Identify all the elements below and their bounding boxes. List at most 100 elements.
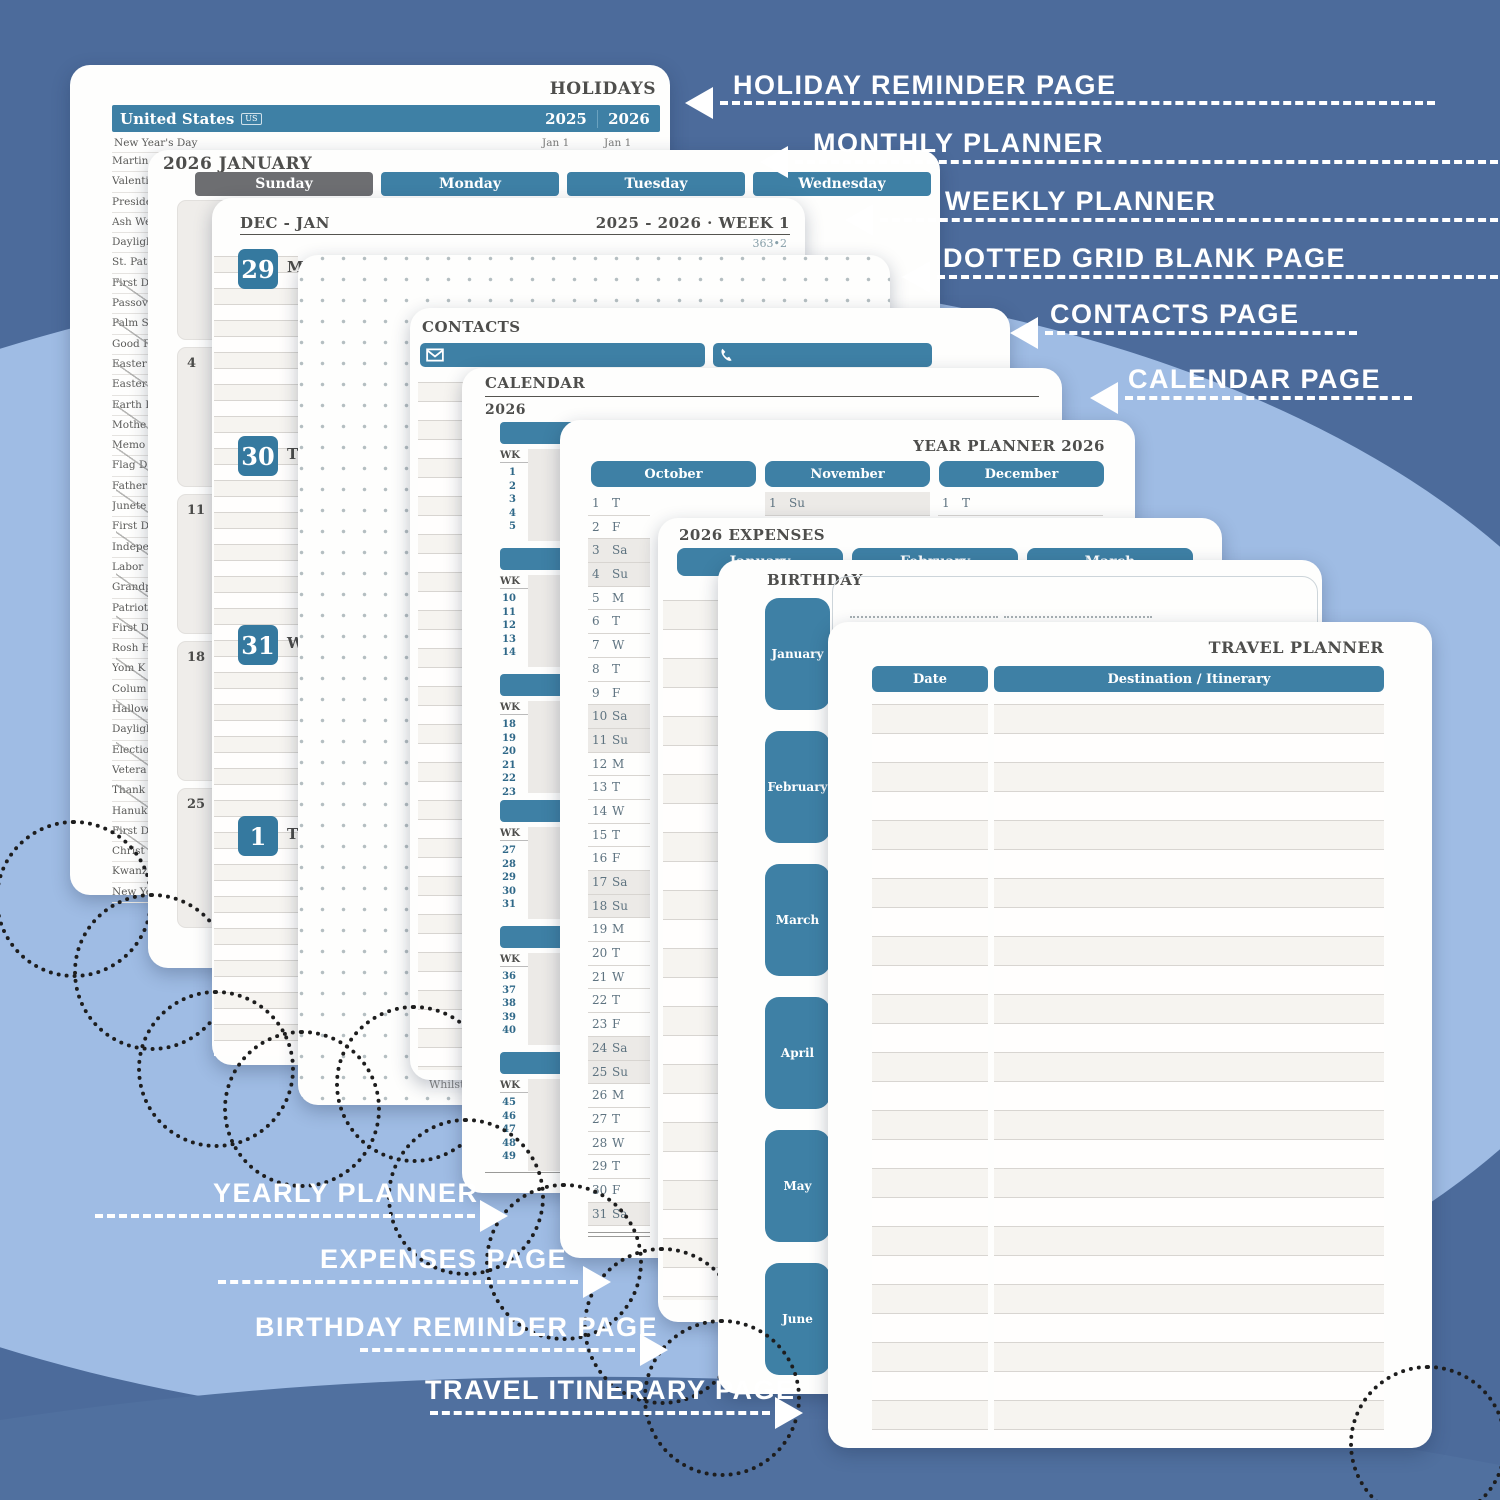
day-number: 21 bbox=[592, 969, 608, 984]
week-number: 4 bbox=[509, 507, 516, 519]
week-number: 2 bbox=[509, 480, 516, 492]
callout-birthday: BIRTHDAY REMINDER PAGE bbox=[255, 1312, 659, 1342]
day-number-box: 1 bbox=[238, 816, 278, 856]
callout-travel: TRAVEL ITINERARY PAGE bbox=[425, 1375, 796, 1405]
week-number: 1 bbox=[509, 467, 516, 478]
october-day-row: 29 T bbox=[588, 1155, 650, 1179]
day-number: 7 bbox=[592, 638, 600, 653]
weekly-range: DEC - JAN bbox=[240, 214, 330, 232]
week-number-list: 18 19 20 21 22 23 bbox=[500, 719, 1040, 800]
day-number: 20 bbox=[592, 946, 608, 961]
day-letter: T bbox=[612, 496, 621, 510]
week-number: 21 bbox=[502, 759, 516, 771]
birthday-month-tab: March bbox=[765, 864, 830, 976]
week-number: 5 bbox=[509, 521, 516, 532]
arrow-left-icon bbox=[902, 261, 930, 293]
october-day-row: 20 T bbox=[588, 942, 650, 966]
holidays-year-2026: 2026 bbox=[608, 109, 650, 128]
callout-holiday: HOLIDAY REMINDER PAGE bbox=[733, 70, 1117, 100]
week-number: 22 bbox=[502, 773, 516, 784]
day-letter: T bbox=[612, 614, 621, 629]
day-letter: Sa bbox=[612, 543, 628, 558]
day-letter: F bbox=[612, 1182, 621, 1197]
week-number: 19 bbox=[502, 732, 516, 744]
holidays-year-2025: 2025 bbox=[535, 109, 598, 128]
travel-title: TRAVEL PLANNER bbox=[1208, 638, 1384, 657]
arrow-left-icon bbox=[685, 87, 713, 119]
day-letter: M bbox=[612, 590, 625, 605]
arrow-left-icon bbox=[760, 146, 788, 178]
day-letter: M bbox=[612, 756, 625, 771]
callout-dash bbox=[795, 160, 1500, 164]
callout-dash bbox=[720, 101, 1435, 105]
wk-label: WK bbox=[500, 702, 520, 713]
day-number: 28 bbox=[592, 1135, 608, 1150]
country-badge: US bbox=[241, 112, 262, 125]
day-letter: Su bbox=[612, 732, 628, 747]
october-day-row: 14 W bbox=[588, 800, 650, 824]
october-day-row: 13 T bbox=[588, 776, 650, 800]
day-letter: T bbox=[612, 780, 621, 795]
day-letter: W bbox=[612, 1135, 625, 1150]
day-number: 11 bbox=[592, 732, 608, 747]
week-number: 29 bbox=[502, 872, 516, 883]
arrow-left-icon bbox=[1090, 382, 1118, 414]
year-month-button: November bbox=[765, 461, 930, 487]
day-number: 29 bbox=[592, 1159, 608, 1174]
day-number-box: 30 bbox=[238, 436, 278, 476]
day-number: 4 bbox=[592, 567, 600, 582]
holiday-date-2026: Jan 1 bbox=[604, 136, 632, 149]
holidays-title: HOLIDAYS bbox=[549, 79, 656, 99]
travel-destination-rows bbox=[994, 704, 1384, 1438]
holidays-header-bar: United States US 2025 2026 bbox=[112, 105, 660, 132]
birthday-month-tab: May bbox=[765, 1130, 830, 1242]
wk-label: WK bbox=[500, 828, 520, 839]
week-number: 23 bbox=[502, 786, 516, 798]
day-letter: T bbox=[612, 1111, 621, 1126]
day-number-box: 31 bbox=[238, 625, 278, 665]
week-number: 30 bbox=[502, 885, 516, 897]
day-letter: M bbox=[612, 922, 625, 937]
week-number-list: 1 2 3 4 5 bbox=[500, 467, 1040, 535]
stitch-decoration bbox=[1349, 1365, 1500, 1500]
week-number: 46 bbox=[502, 1110, 516, 1122]
october-day-row: 19 M bbox=[588, 918, 650, 943]
callout-calendar: CALENDAR PAGE bbox=[1128, 364, 1382, 394]
october-day-row: 16 F bbox=[588, 847, 650, 871]
contacts-title: CONTACTS bbox=[422, 318, 521, 336]
travel-planner-page: TRAVEL PLANNER Date Destination / Itiner… bbox=[828, 622, 1500, 1500]
callout-dash bbox=[430, 1411, 770, 1415]
day-letter: T bbox=[612, 661, 621, 676]
day-letter: W bbox=[612, 803, 625, 818]
week-number: 27 bbox=[502, 845, 516, 856]
october-day-row: 26 M bbox=[588, 1084, 650, 1108]
day-letter: F bbox=[612, 851, 621, 866]
october-day-row: 22 T bbox=[588, 989, 650, 1014]
week-number: 38 bbox=[502, 998, 516, 1009]
weekly-header: DEC - JAN 2025 - 2026 · WEEK 1 bbox=[240, 206, 790, 235]
wk-label: WK bbox=[500, 954, 520, 965]
day-abbr: T bbox=[287, 445, 299, 463]
week-number: 18 bbox=[502, 719, 516, 730]
travel-date-header: Date bbox=[872, 666, 988, 692]
day-number: 1 bbox=[942, 496, 950, 510]
weekly-day-section: 31 W bbox=[238, 625, 304, 665]
october-day-row: 17 Sa bbox=[588, 871, 650, 895]
year-month-buttons: October November December bbox=[591, 461, 1104, 487]
day-number: 17 bbox=[592, 875, 608, 889]
callout-expenses: EXPENSES PAGE bbox=[320, 1244, 568, 1274]
week-number: 10 bbox=[502, 593, 516, 604]
calendar-year: 2026 bbox=[485, 402, 526, 418]
birthday-month-tab: January bbox=[765, 598, 830, 710]
day-letter: F bbox=[612, 519, 621, 534]
day-number-box: 29 bbox=[238, 249, 278, 289]
week-number-list: 10 11 12 13 14 bbox=[500, 593, 1040, 661]
week-number: 13 bbox=[502, 633, 516, 645]
phone-icon bbox=[719, 348, 733, 362]
year-month-button: December bbox=[939, 461, 1104, 487]
day-letter: F bbox=[612, 685, 621, 700]
weekday-button: Monday bbox=[381, 172, 559, 196]
